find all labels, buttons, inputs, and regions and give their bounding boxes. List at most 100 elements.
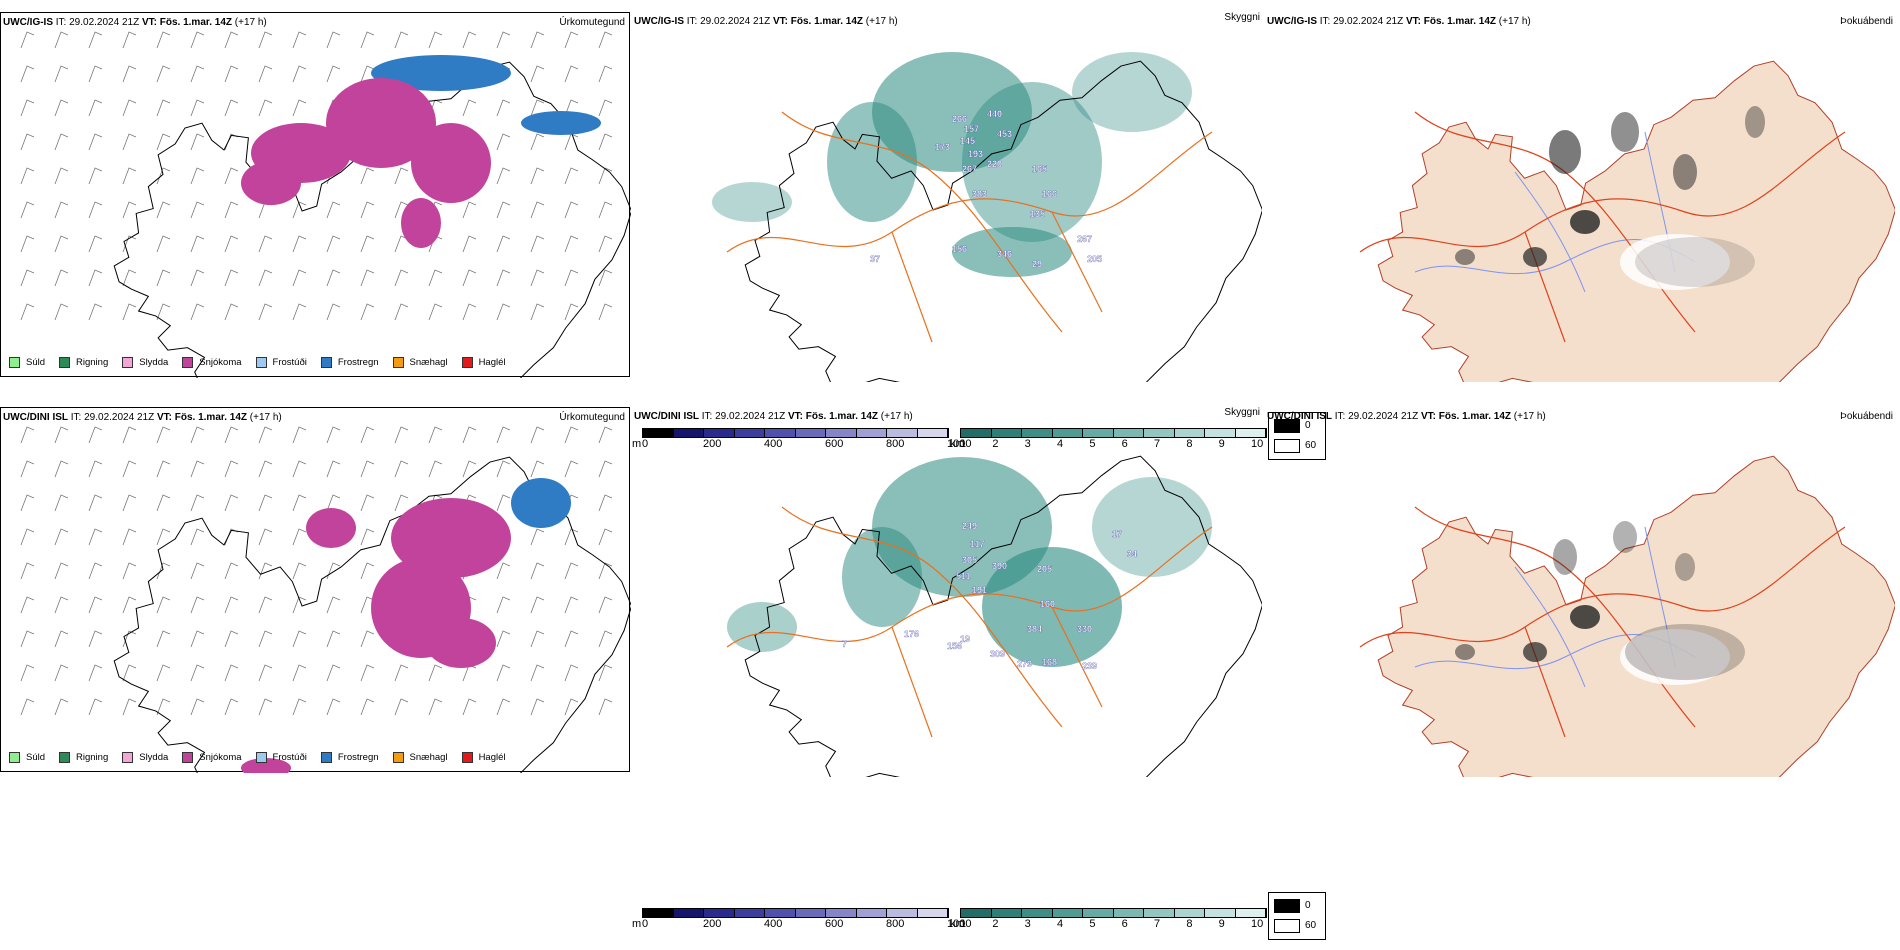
low-visibility-area (962, 82, 1102, 242)
colorbar-segment (1022, 909, 1053, 917)
fog-area (1523, 642, 1547, 662)
fog-legend: 0 60 (1268, 412, 1326, 460)
colorbar-tick: 8 (1186, 918, 1193, 930)
fog-legend-swatch (1274, 439, 1300, 453)
elevation-colorbar: m 0 200 400 600 800 1000 (632, 428, 977, 458)
colorbar-segment (917, 909, 948, 917)
visibility-value: 453 (997, 129, 1012, 139)
fog-legend-swatch (1274, 419, 1300, 433)
colorbar-tick: 6 (1121, 438, 1128, 450)
freezing-rain-area (521, 111, 601, 135)
colorbar-tick: 6 (1121, 918, 1128, 930)
model-name: UWC/DINI ISL (1267, 411, 1332, 422)
panel-title: UWC/DINI ISL IT: 29.02.2024 21Z VT: Fös.… (634, 411, 913, 422)
legend-item: Rigning (59, 357, 108, 368)
precip-type-panel: UWC/IG-IS IT: 29.02.2024 21Z VT: Fös. 1.… (0, 12, 631, 378)
colorbar-segment (917, 429, 948, 437)
colorbar-segment (765, 909, 796, 917)
colorbar-segment (961, 909, 992, 917)
legend-item: Frostúði (255, 357, 307, 368)
colorbar-tick: 0 (642, 438, 649, 450)
colorbar-tick: 1 (960, 438, 967, 450)
colorbar-tick: 600 (825, 438, 844, 450)
colorbar-segment (991, 429, 1022, 437)
model-name: UWC/DINI ISL (634, 411, 699, 422)
legend-swatch (59, 357, 71, 368)
legend-label: Slydda (139, 357, 169, 368)
elevation-colorbar: m 0 200 400 600 800 1000 (632, 908, 977, 938)
colorbar-tick: 4 (1057, 438, 1064, 450)
colorbar-tick: 800 (886, 438, 905, 450)
lead-time: (+17 h) (1513, 411, 1546, 422)
colorbar-tick: 1 (960, 918, 967, 930)
valid-time-label: VT: (141, 17, 157, 28)
colorbar-tick: 8 (1186, 438, 1193, 450)
fog-area (1625, 624, 1745, 680)
fog-area (1553, 539, 1577, 575)
colorbar-tick: 9 (1218, 918, 1225, 930)
model-name: UWC/DINI ISL (3, 412, 68, 423)
colorbar-segment (856, 909, 887, 917)
legend-label: Súld (26, 752, 46, 763)
valid-time-label: VT: (772, 16, 788, 27)
colorbar-segment (826, 909, 857, 917)
visibility-value: 330 (1077, 624, 1092, 634)
colorbar-segment (765, 429, 796, 437)
valid-time: Fös. 1.mar. 14Z (1423, 16, 1497, 27)
legend-item: Haglél (461, 752, 506, 763)
snow-area (326, 78, 436, 168)
legend-label: Snjókoma (199, 752, 242, 763)
fog-legend-value: 0 (1305, 900, 1311, 911)
legend-item: Snæhagl (392, 357, 448, 368)
legend-swatch (255, 752, 267, 763)
colorbar-segment (1205, 429, 1236, 437)
legend-swatch (320, 357, 332, 368)
visibility-value: 279 (1017, 659, 1032, 669)
panel-name: Skyggni (1224, 407, 1260, 418)
colorbar-segment (795, 909, 826, 917)
colorbar-tick: 0 (642, 918, 649, 930)
legend-item: Snæhagl (392, 752, 448, 763)
fog-area (1611, 112, 1639, 152)
colorbar-tick: 2 (992, 438, 999, 450)
visibility-value: 117 (970, 539, 985, 549)
fog-area (1455, 644, 1475, 660)
colorbar-tick: 600 (825, 918, 844, 930)
valid-time-label: VT: (156, 412, 172, 423)
visibility-value: 37 (870, 254, 880, 264)
valid-time: Fös. 1.mar. 14Z (1438, 411, 1512, 422)
visibility-value: 440 (987, 109, 1002, 119)
model-name: UWC/IG-IS (1267, 16, 1317, 27)
legend-label: Frostregn (337, 752, 379, 763)
visibility-value: 165 (1032, 164, 1047, 174)
snow-area (426, 618, 496, 668)
glacier-area (1620, 234, 1730, 290)
fog-legend-value: 60 (1305, 920, 1317, 931)
legend-item: Haglél (461, 357, 506, 368)
colorbar-segment (673, 429, 704, 437)
panel-name: Skyggni (1224, 12, 1260, 23)
fog-legend-value: 0 (1305, 420, 1311, 431)
visibility-value: 156 (952, 244, 967, 254)
colorbar-segment (795, 429, 826, 437)
fog-panel: UWC/IG-IS IT: 29.02.2024 21Z VT: Fös. 1.… (1265, 12, 1895, 382)
visibility-value: 135 (1030, 209, 1045, 219)
low-visibility-area (727, 602, 797, 652)
visibility-value: 7 (842, 639, 847, 649)
legend-swatch (320, 752, 332, 763)
colorbar-segment (1052, 429, 1083, 437)
visibility-value: 267 (1077, 234, 1092, 244)
legend-label: Frostúði (272, 357, 307, 368)
valid-time-label: VT: (1420, 411, 1436, 422)
low-visibility-area (1092, 477, 1212, 577)
colorbar-segment (1235, 429, 1266, 437)
visibility-panel: 266 440 157 453 173 145 193 220 267 165 383 166 135 3… (632, 12, 1262, 382)
legend-label: Frostregn (337, 357, 379, 368)
visibility-value: 239 (1082, 661, 1097, 671)
legend-item: Súld (9, 357, 45, 368)
colorbar-tick: 3 (1024, 918, 1031, 930)
colorbar-segment (961, 429, 992, 437)
visibility-value: 267 (962, 164, 977, 174)
colorbar-tick: 9 (1218, 438, 1225, 450)
colorbar-unit: m (632, 918, 642, 930)
